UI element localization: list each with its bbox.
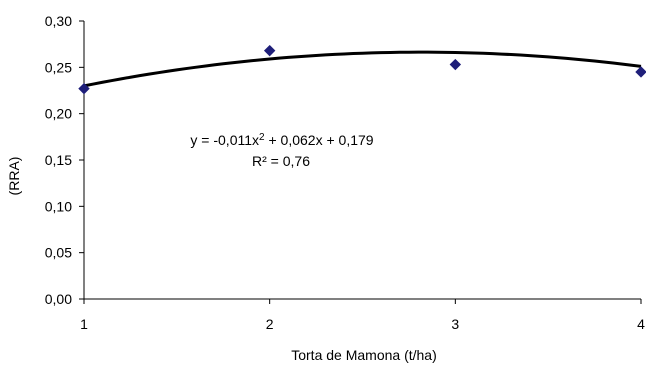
x-axis-title: Torta de Mamona (t/ha) <box>291 347 437 363</box>
data-point <box>635 66 646 78</box>
x-tick-label: 1 <box>80 316 88 332</box>
y-axis-title: (RRA) <box>6 157 22 196</box>
r-squared-label: R² = 0,76 <box>252 153 310 169</box>
y-tick-label: 0,30 <box>45 13 72 29</box>
y-tick-label: 0,00 <box>45 291 72 307</box>
x-tick-label: 2 <box>266 316 274 332</box>
y-tick-label: 0,05 <box>45 245 72 261</box>
trendline-equation: y = -0,011x2 + 0,062x + 0,179 <box>190 132 373 148</box>
x-tick-label: 3 <box>451 316 459 332</box>
data-point <box>78 82 90 95</box>
x-axis-ticks: 1 2 3 4 <box>80 299 645 332</box>
y-tick-label: 0,25 <box>45 59 72 75</box>
y-tick-label: 0,20 <box>45 106 72 122</box>
y-tick-label: 0,10 <box>45 198 72 214</box>
x-tick-label: 4 <box>637 316 645 332</box>
trendline <box>83 50 642 88</box>
y-axis-ticks: 0,00 0,05 0,10 0,15 0,20 0,25 0,30 <box>45 13 84 307</box>
data-points <box>78 44 646 95</box>
data-point <box>449 58 462 71</box>
data-point <box>263 44 276 57</box>
y-tick-label: 0,15 <box>45 152 72 168</box>
